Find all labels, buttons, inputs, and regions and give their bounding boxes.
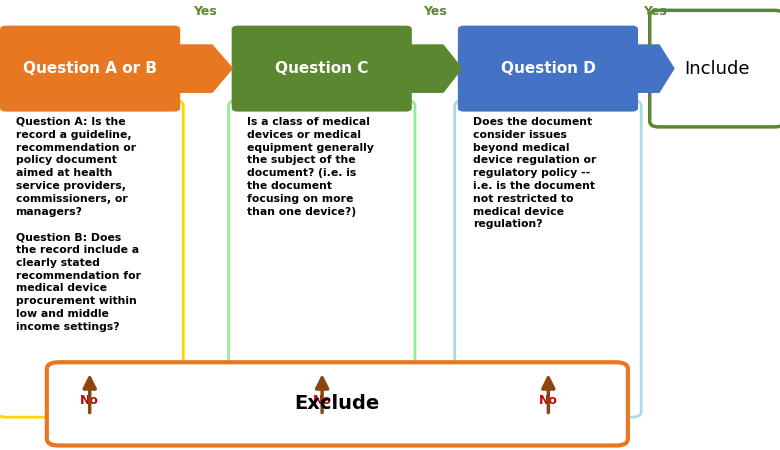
Text: Yes: Yes <box>424 5 447 18</box>
Polygon shape <box>178 45 232 92</box>
Polygon shape <box>409 45 462 92</box>
Text: Yes: Yes <box>644 5 667 18</box>
Text: No: No <box>539 394 558 407</box>
FancyBboxPatch shape <box>455 100 641 417</box>
Text: Question A or B: Question A or B <box>23 61 157 76</box>
Text: Question D: Question D <box>501 61 595 76</box>
Text: Exclude: Exclude <box>295 394 380 414</box>
FancyBboxPatch shape <box>232 26 412 112</box>
Text: Question C: Question C <box>275 61 368 76</box>
FancyBboxPatch shape <box>0 100 183 417</box>
FancyBboxPatch shape <box>229 100 415 417</box>
FancyBboxPatch shape <box>458 26 638 112</box>
Polygon shape <box>635 45 674 92</box>
FancyBboxPatch shape <box>0 26 180 112</box>
Text: Yes: Yes <box>193 5 217 18</box>
FancyBboxPatch shape <box>47 362 628 446</box>
Text: Question A: Is the
record a guideline,
recommendation or
policy document
aimed a: Question A: Is the record a guideline, r… <box>16 117 140 332</box>
Text: Does the document
consider issues
beyond medical
device regulation or
regulatory: Does the document consider issues beyond… <box>473 117 597 230</box>
Text: Include: Include <box>684 60 750 78</box>
Text: No: No <box>313 394 332 407</box>
Text: Is a class of medical
devices or medical
equipment generally
the subject of the
: Is a class of medical devices or medical… <box>247 117 374 216</box>
Text: No: No <box>80 394 99 407</box>
FancyBboxPatch shape <box>650 10 780 127</box>
